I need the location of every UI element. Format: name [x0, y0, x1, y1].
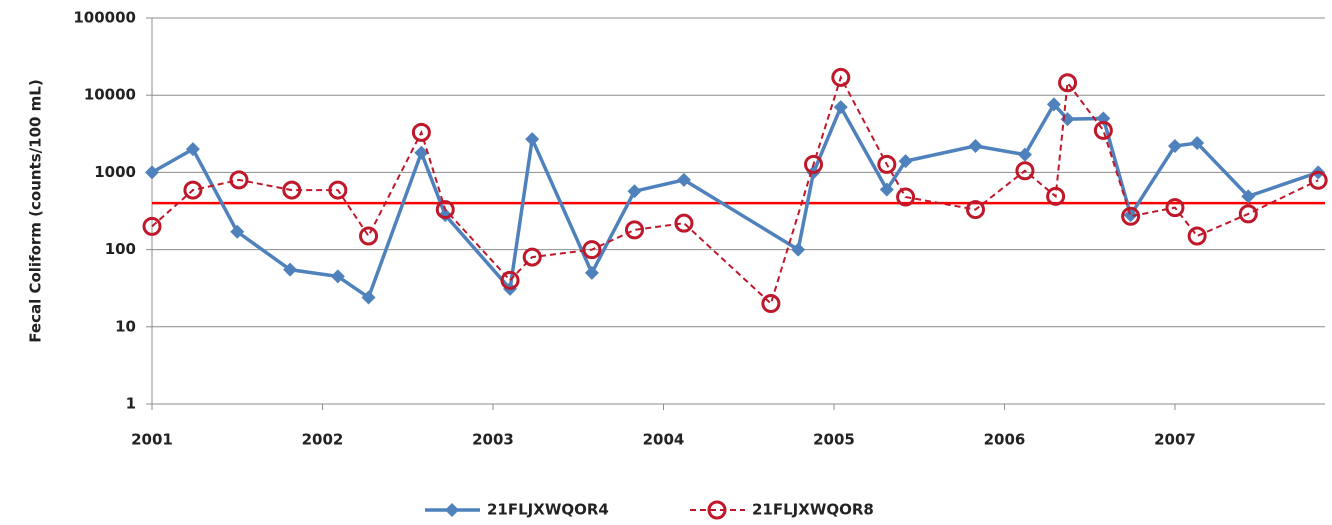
- marker: [438, 208, 453, 223]
- marker: [230, 224, 245, 239]
- marker: [1015, 161, 1035, 181]
- series-line: [151, 74, 1319, 306]
- marker: [361, 290, 376, 305]
- marker: [183, 180, 203, 200]
- marker: [674, 213, 694, 233]
- marker: [584, 265, 599, 280]
- marker: [525, 132, 540, 147]
- marker: [898, 154, 913, 169]
- marker: [761, 294, 781, 314]
- legend-label: 21FLJXWQOR4: [487, 501, 609, 519]
- legend-marker: [707, 500, 727, 520]
- marker: [1308, 170, 1328, 190]
- x-tick-label: 2005: [813, 431, 855, 449]
- marker: [1165, 198, 1185, 218]
- series-line: [151, 101, 1319, 301]
- marker: [1167, 138, 1182, 153]
- marker: [582, 240, 602, 260]
- marker: [676, 172, 691, 187]
- marker: [1093, 120, 1113, 140]
- y-tick-label: 1: [126, 395, 136, 413]
- marker: [1187, 226, 1207, 246]
- marker: [877, 154, 897, 174]
- marker: [1238, 204, 1258, 224]
- marker: [1046, 97, 1061, 112]
- marker: [1123, 208, 1138, 223]
- x-tick-label: 2001: [131, 431, 173, 449]
- marker: [791, 242, 806, 257]
- y-tick-label: 100000: [73, 9, 136, 27]
- marker: [965, 200, 985, 220]
- marker: [328, 180, 348, 200]
- marker: [896, 187, 916, 207]
- marker: [229, 170, 249, 190]
- marker: [330, 269, 345, 284]
- marker: [414, 145, 429, 160]
- x-tick-label: 2006: [984, 431, 1026, 449]
- marker: [185, 142, 200, 157]
- marker: [968, 138, 983, 153]
- y-tick-label: 100: [105, 240, 136, 258]
- marker: [411, 122, 431, 142]
- x-tick-label: 2007: [1154, 431, 1196, 449]
- legend-marker: [445, 503, 459, 517]
- marker: [283, 262, 298, 277]
- y-tick-label: 1000: [94, 163, 136, 181]
- y-tick-label: 10: [115, 317, 136, 335]
- y-tick-label: 10000: [84, 86, 136, 104]
- marker: [879, 182, 894, 197]
- marker: [359, 226, 379, 246]
- legend-label: 21FLJXWQOR8: [752, 501, 874, 519]
- marker: [145, 165, 159, 180]
- marker: [522, 247, 542, 267]
- marker: [1190, 136, 1205, 151]
- marker: [1046, 186, 1066, 206]
- marker: [435, 200, 455, 220]
- y-axis-label: Fecal Coliform (counts/100 mL): [27, 79, 45, 342]
- marker: [833, 100, 848, 115]
- marker: [282, 180, 302, 200]
- marker: [500, 270, 520, 290]
- marker: [624, 220, 644, 240]
- marker: [142, 216, 162, 236]
- marker: [804, 154, 824, 174]
- marker: [1017, 147, 1032, 162]
- marker: [831, 67, 851, 87]
- x-tick-label: 2003: [472, 431, 514, 449]
- x-tick-label: 2002: [302, 431, 344, 449]
- marker: [1121, 206, 1141, 226]
- x-tick-label: 2004: [643, 431, 685, 449]
- marker: [1058, 73, 1078, 93]
- marker: [1241, 189, 1256, 204]
- marker: [627, 184, 642, 199]
